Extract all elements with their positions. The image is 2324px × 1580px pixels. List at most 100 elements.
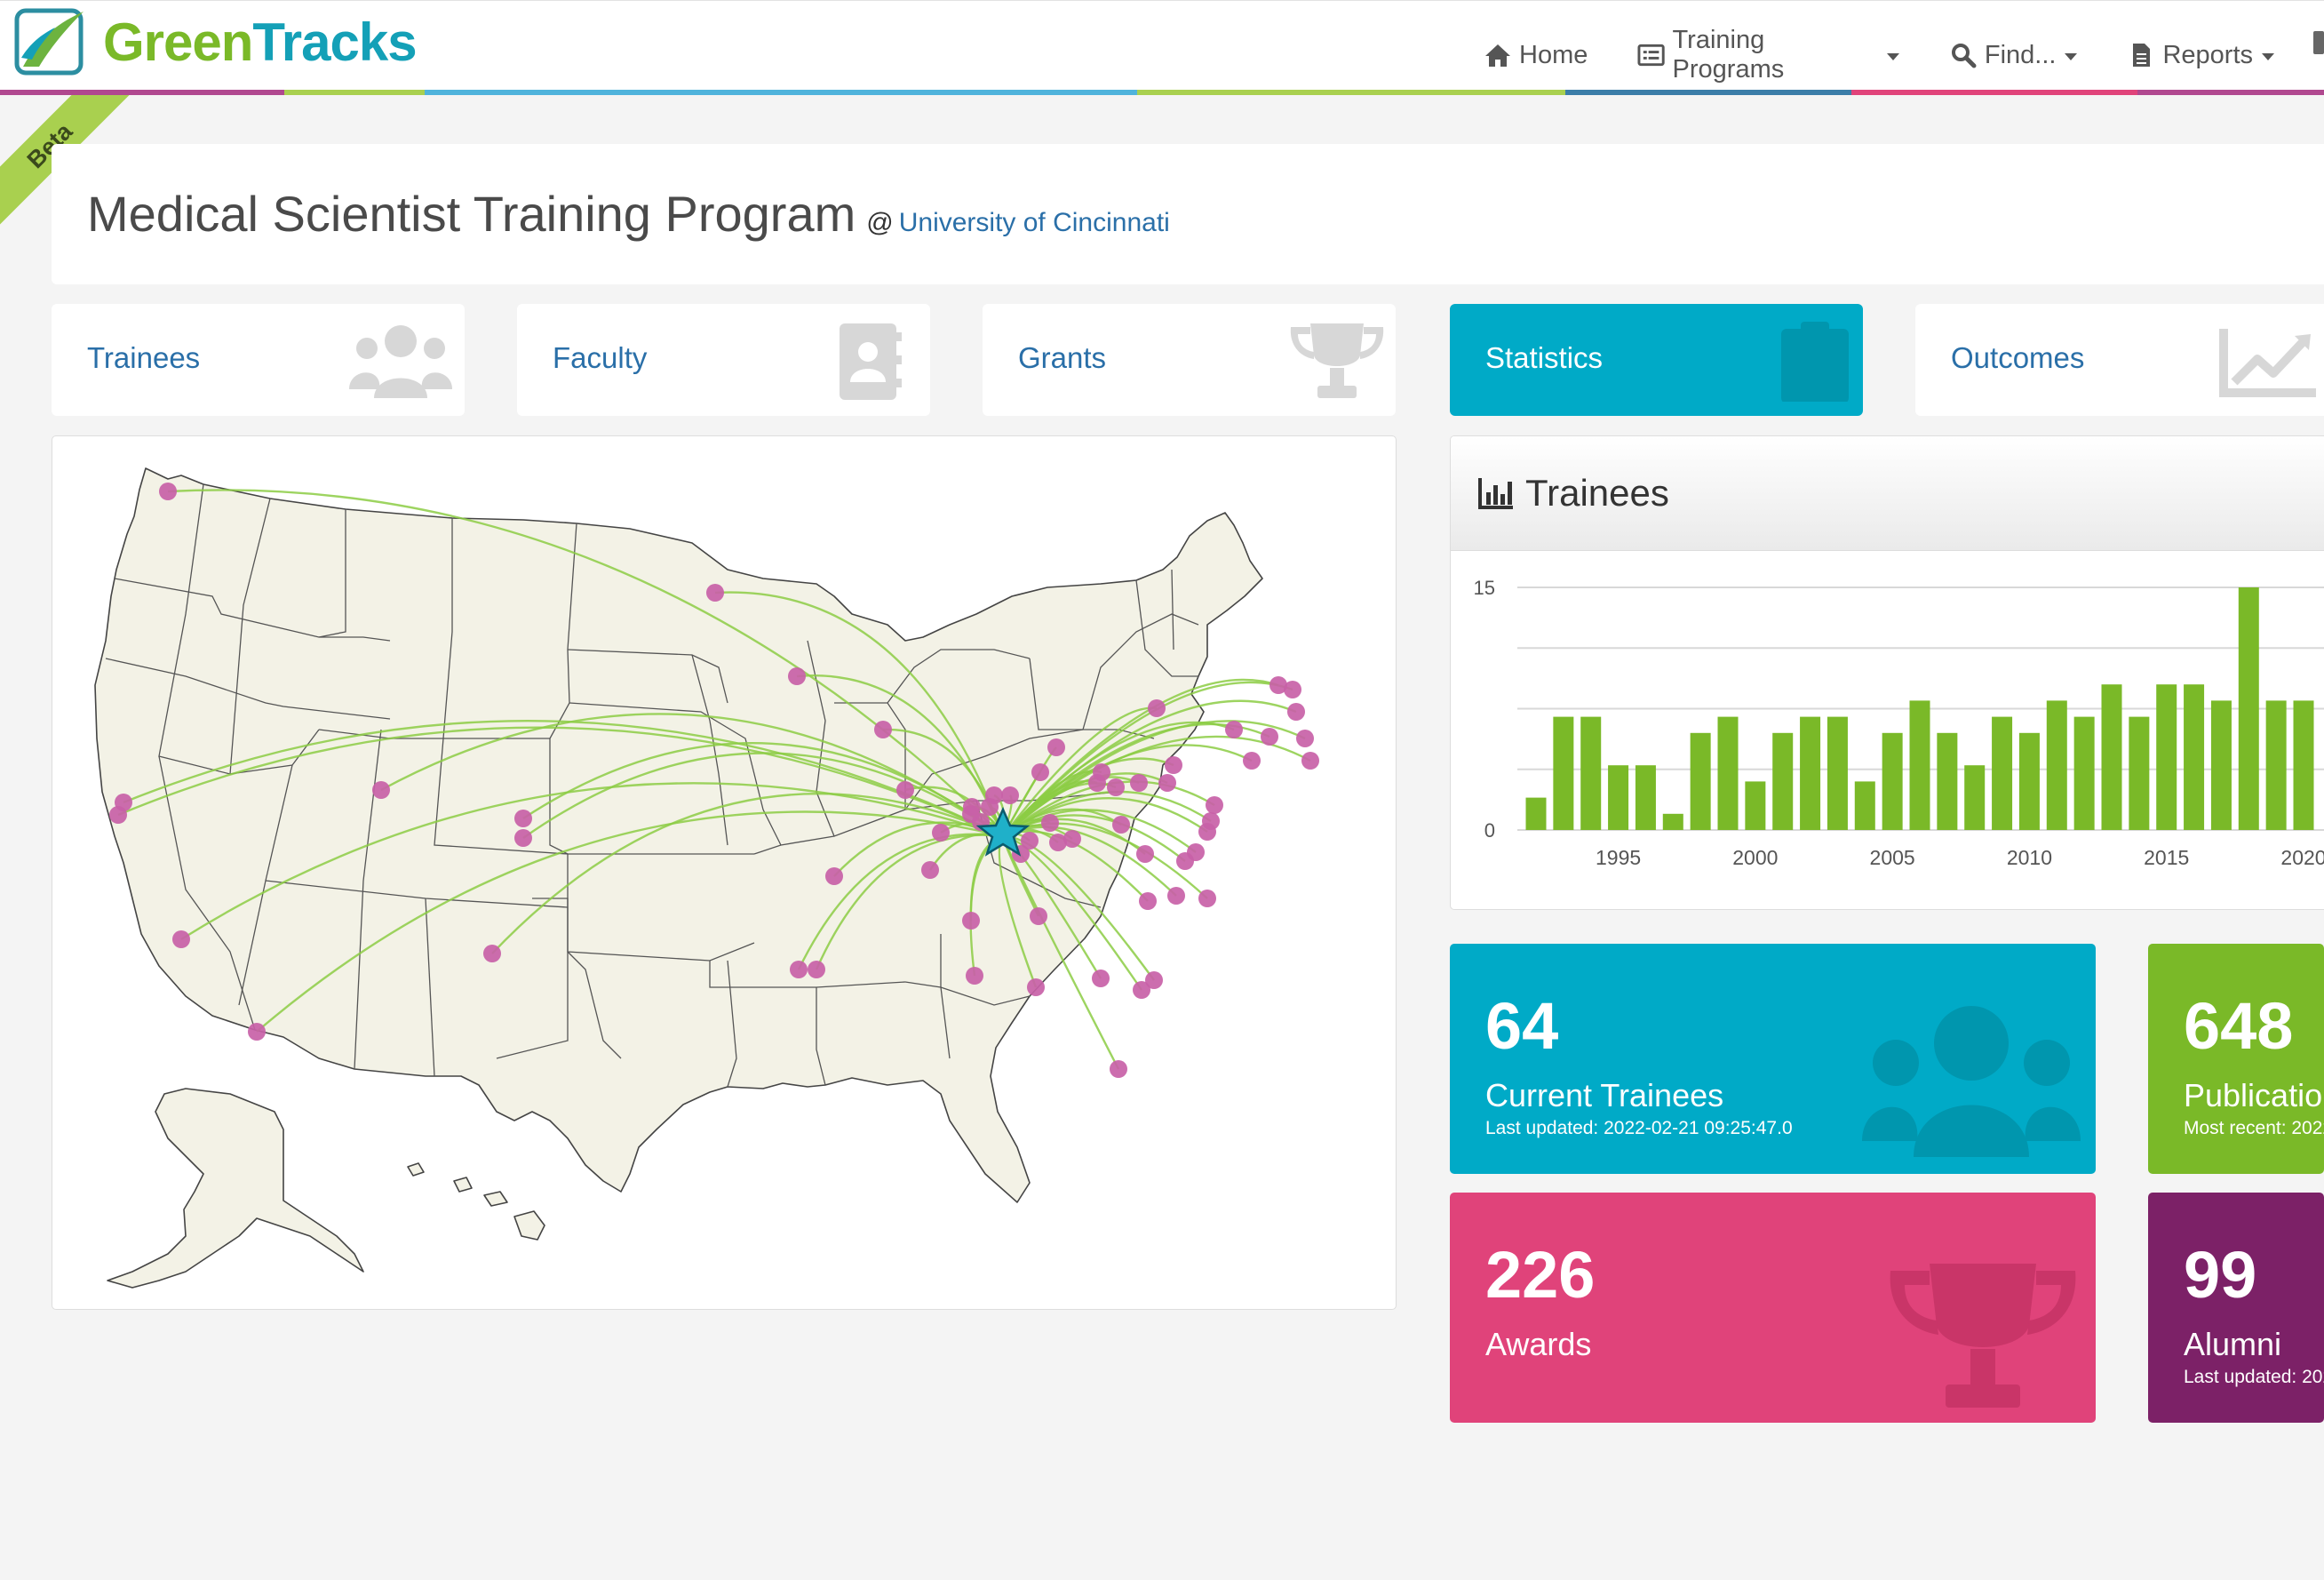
location-dot[interactable] (788, 667, 806, 685)
location-dot[interactable] (932, 824, 950, 842)
location-dot[interactable] (483, 945, 501, 962)
location-dot[interactable] (808, 961, 825, 978)
bar-2011 (2046, 700, 2067, 830)
location-dot[interactable] (985, 786, 1003, 804)
tab-faculty[interactable]: Faculty (517, 304, 930, 416)
location-dot[interactable] (1167, 887, 1185, 905)
nav-find[interactable]: Find... (1949, 41, 2078, 70)
tab-grants-label: Grants (1018, 341, 1107, 374)
institution-link[interactable]: University of Cincinnati (898, 208, 1170, 237)
location-dot[interactable] (1093, 763, 1110, 781)
bar-2012 (2073, 716, 2095, 830)
trainee-arc (1002, 699, 1297, 837)
nav-reports[interactable]: Reports (2127, 41, 2274, 70)
location-dot[interactable] (1136, 845, 1154, 863)
awards-card[interactable]: 226 Awards (1450, 1193, 2096, 1423)
location-dot[interactable] (1021, 832, 1039, 850)
location-dot[interactable] (1031, 763, 1049, 781)
trainee-arc (117, 726, 1004, 838)
location-dot[interactable] (1243, 752, 1261, 770)
location-dot[interactable] (1063, 830, 1081, 848)
top-navbar: GreenTracks Home Training Programs Find.… (0, 0, 2324, 91)
location-dot[interactable] (1198, 890, 1216, 907)
x-tick-label: 2005 (1870, 846, 1915, 869)
bar-2019 (2265, 700, 2287, 830)
hawaii-island (453, 1177, 473, 1193)
bar-2015 (2156, 684, 2177, 830)
trainee-arc (256, 810, 1004, 1033)
publications-label: Publications (2184, 1077, 2324, 1113)
nav-overflow-icon[interactable] (2313, 31, 2324, 54)
location-dot[interactable] (874, 721, 892, 738)
chart-title: Trainees (1525, 472, 1669, 514)
location-dot[interactable] (1130, 774, 1148, 792)
location-dot[interactable] (1027, 978, 1045, 996)
location-dot[interactable] (1047, 738, 1065, 756)
tab-statistics[interactable]: Statistics (1450, 304, 1863, 416)
location-dot[interactable] (1269, 676, 1287, 694)
location-dot[interactable] (1112, 816, 1130, 834)
location-dot[interactable] (172, 930, 190, 948)
location-dot[interactable] (109, 806, 127, 824)
location-dot[interactable] (962, 912, 980, 930)
location-dot[interactable] (1165, 756, 1182, 774)
x-tick-label: 2020 (2280, 846, 2324, 869)
users-icon (1862, 1006, 2081, 1157)
location-dot[interactable] (372, 781, 390, 799)
nav-training-programs[interactable]: Training Programs (1637, 26, 1899, 84)
trainee-arc (797, 833, 1004, 970)
tab-outcomes[interactable]: Outcomes (1915, 304, 2324, 416)
bar-1996 (1635, 765, 1656, 830)
nav-home[interactable]: Home (1484, 41, 1588, 70)
location-dot[interactable] (1206, 796, 1223, 814)
location-dot[interactable] (1225, 721, 1243, 738)
location-dot[interactable] (1133, 981, 1150, 999)
location-dot[interactable] (1261, 728, 1278, 746)
location-dot[interactable] (1176, 852, 1194, 870)
tab-trainees[interactable]: Trainees (52, 304, 465, 416)
location-dot[interactable] (1287, 703, 1305, 721)
brand-logo[interactable]: GreenTracks (14, 6, 418, 77)
location-dot[interactable] (1301, 752, 1319, 770)
location-dot[interactable] (248, 1023, 266, 1041)
bar-2005 (1882, 732, 1903, 830)
publications-card[interactable]: 648 Publications Most recent: 2022 (2148, 944, 2324, 1174)
current-trainees-card[interactable]: 64 Current Trainees Last updated: 2022-0… (1450, 944, 2096, 1174)
y-tick-label: 15 (1474, 577, 1495, 599)
location-dot[interactable] (1049, 834, 1067, 851)
list-icon (1637, 44, 1666, 67)
location-dot[interactable] (896, 781, 914, 799)
location-dot[interactable] (1110, 1060, 1127, 1078)
bar-2000 (1745, 781, 1766, 830)
location-dot[interactable] (1145, 971, 1163, 989)
alumni-card[interactable]: 99 Alumni Last updated: 2022 (2148, 1193, 2324, 1423)
location-dot[interactable] (514, 810, 532, 827)
location-dot[interactable] (514, 829, 532, 847)
nav-home-label: Home (1519, 40, 1588, 69)
bar-1993 (1553, 716, 1574, 830)
location-dot[interactable] (706, 584, 724, 602)
location-dot[interactable] (825, 867, 843, 885)
location-dot[interactable] (1296, 730, 1314, 747)
location-dot[interactable] (1158, 774, 1176, 792)
location-dot[interactable] (1030, 907, 1047, 925)
location-dot[interactable] (1001, 786, 1019, 804)
location-dot[interactable] (1107, 778, 1125, 796)
location-dot[interactable] (921, 861, 939, 879)
location-dot[interactable] (1148, 699, 1166, 717)
location-dot[interactable] (1284, 681, 1301, 698)
location-dot[interactable] (966, 967, 983, 985)
location-dot[interactable] (1139, 892, 1157, 910)
tab-outcomes-label: Outcomes (1951, 341, 2085, 374)
location-dot[interactable] (1198, 823, 1216, 841)
publications-count: 648 (2184, 989, 2294, 1063)
location-dot[interactable] (790, 961, 808, 978)
location-dot[interactable] (159, 483, 177, 500)
location-dot[interactable] (1041, 814, 1059, 832)
trainee-arc (491, 793, 1004, 954)
location-dot[interactable] (962, 805, 980, 823)
location-dot[interactable] (1092, 970, 1110, 987)
tab-grants[interactable]: Grants (983, 304, 1396, 416)
trainee-origin-map (52, 435, 1397, 1310)
hawaii-island (407, 1162, 425, 1177)
